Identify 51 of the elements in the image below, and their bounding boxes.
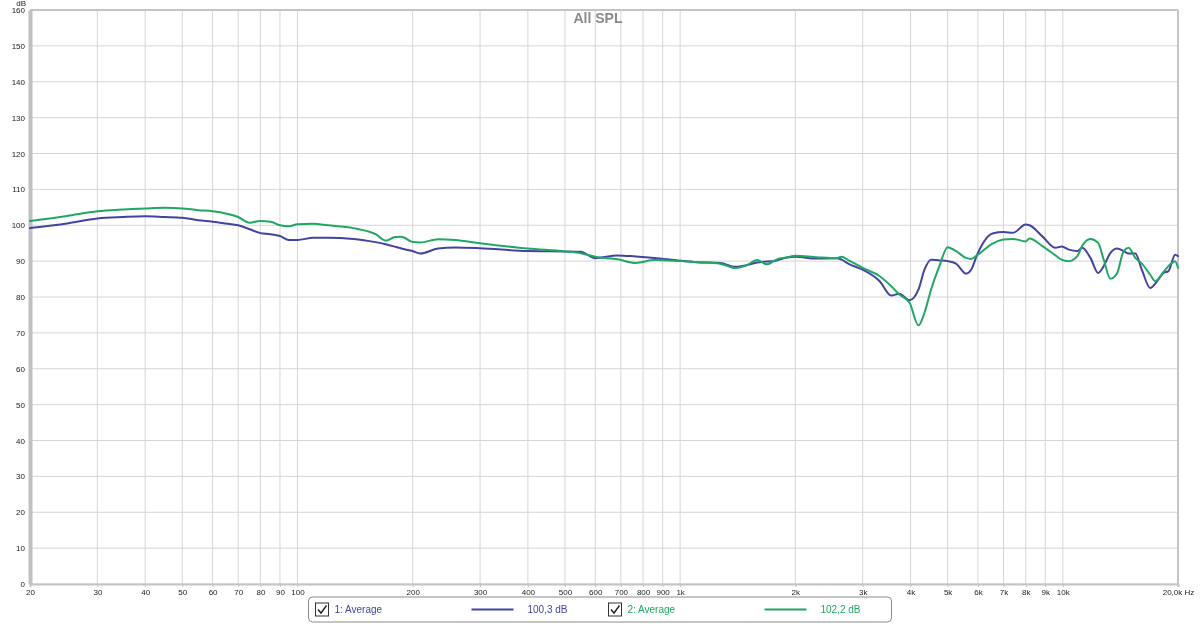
x-tick-label: 80	[256, 587, 266, 597]
x-tick-label: 700	[614, 587, 629, 597]
y-tick-label: 10	[16, 544, 26, 554]
x-tick-label: 4k	[906, 587, 917, 597]
x-tick-label: 90	[276, 587, 286, 597]
x-tick-label: 300	[473, 587, 488, 597]
y-tick-label: 0	[20, 580, 26, 590]
x-tick-label: 40	[141, 587, 151, 597]
x-tick-label: 900	[656, 587, 671, 597]
x-tick-label: 3k	[858, 587, 869, 597]
text: 100,3 dB	[527, 604, 568, 615]
y-tick-label: 110	[12, 185, 26, 195]
x-tick-label: 500	[558, 587, 573, 597]
text: 2: Average	[627, 604, 676, 615]
x-tick-label: 7k	[999, 587, 1010, 597]
y-tick-label: 150	[11, 41, 26, 51]
y-tick-label: 60	[16, 364, 26, 374]
x-tick-label: 30	[93, 587, 103, 597]
x-tick-label: 70	[234, 587, 244, 597]
y-tick-label: 100	[11, 221, 26, 231]
x-tick-label: 20	[26, 587, 36, 597]
y-tick-label: 80	[16, 293, 26, 303]
y-tick-label: 160	[11, 6, 26, 16]
x-tick-label: 6k	[974, 587, 984, 597]
chart-title: All SPL	[573, 10, 623, 26]
y-tick-label: 30	[16, 472, 26, 482]
x-tick-label: 10k	[1056, 587, 1071, 597]
y-tick-label: 40	[16, 436, 26, 446]
x-tick-label: 9k	[1041, 587, 1052, 597]
y-axis-title: dB	[16, 0, 26, 8]
x-tick-label: 8k	[1022, 587, 1032, 597]
y-tick-label: 90	[16, 257, 26, 267]
x-tick-label: 60	[208, 587, 219, 597]
y-tick-label: 50	[16, 400, 26, 410]
x-tick-label: 50	[178, 587, 188, 597]
text: 1: Average	[334, 604, 383, 615]
x-tick-label: 400	[521, 587, 536, 597]
y-tick-label: 120	[11, 149, 26, 159]
x-tick-label: 800	[636, 587, 651, 597]
x-tick-label: 600	[589, 587, 603, 597]
x-tick-label: 5k	[943, 587, 954, 597]
x-tick-label: 2k	[791, 587, 802, 597]
x-tick-label: 20,0k Hz	[1162, 587, 1195, 597]
x-tick-label: 100	[291, 587, 306, 597]
x-tick-label: 200	[406, 587, 421, 597]
text: 102,2 dB	[820, 604, 861, 615]
y-tick-label: 70	[16, 328, 26, 338]
y-tick-label: 20	[16, 508, 26, 518]
y-tick-label: 130	[11, 113, 26, 123]
x-tick-label: 1k	[676, 587, 686, 597]
y-tick-label: 140	[11, 77, 26, 87]
